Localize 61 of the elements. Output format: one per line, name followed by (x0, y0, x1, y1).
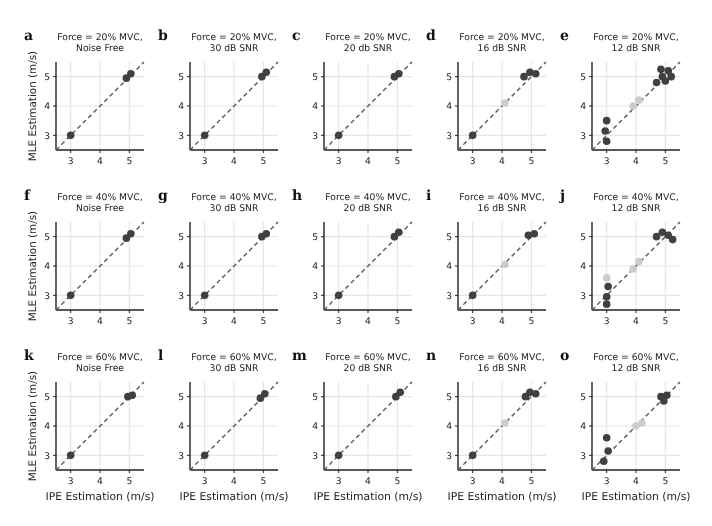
point (392, 392, 400, 401)
point (602, 433, 611, 442)
point (127, 229, 135, 238)
point (667, 72, 675, 81)
point (657, 65, 665, 74)
point (468, 291, 477, 300)
point (395, 69, 403, 78)
point (602, 116, 611, 125)
point (658, 228, 667, 237)
point (66, 291, 75, 300)
point (524, 231, 533, 239)
point (468, 131, 477, 140)
point (604, 282, 612, 291)
point (66, 131, 75, 140)
point (531, 389, 540, 398)
point (635, 96, 643, 104)
point (664, 67, 673, 75)
point (660, 397, 668, 405)
point (200, 291, 209, 300)
point (602, 300, 611, 308)
point (200, 451, 209, 460)
point (635, 257, 643, 266)
point (256, 394, 265, 402)
point (200, 131, 209, 140)
point (66, 451, 75, 460)
point (501, 419, 509, 427)
point (122, 74, 131, 82)
point (334, 131, 343, 140)
point (501, 260, 509, 269)
point (127, 69, 135, 78)
point (602, 273, 611, 282)
point (664, 231, 673, 239)
point (629, 265, 637, 273)
point (602, 137, 611, 145)
point (396, 388, 405, 397)
point (395, 228, 403, 237)
point (632, 422, 640, 430)
point (602, 293, 611, 301)
point (531, 69, 540, 78)
point (652, 232, 661, 241)
point (652, 78, 661, 87)
point (601, 127, 609, 135)
point (334, 291, 343, 300)
point (604, 447, 612, 455)
point (530, 229, 539, 238)
point (262, 68, 271, 77)
point (629, 102, 637, 110)
point (501, 99, 509, 107)
point (334, 451, 343, 460)
point (261, 389, 269, 398)
point (122, 234, 131, 242)
point (663, 391, 671, 399)
point (258, 72, 266, 81)
point (668, 235, 677, 244)
point (661, 77, 670, 85)
point (468, 451, 477, 460)
point (599, 457, 608, 465)
point (638, 419, 646, 427)
point (520, 72, 528, 81)
point (128, 391, 137, 399)
point (262, 229, 271, 238)
